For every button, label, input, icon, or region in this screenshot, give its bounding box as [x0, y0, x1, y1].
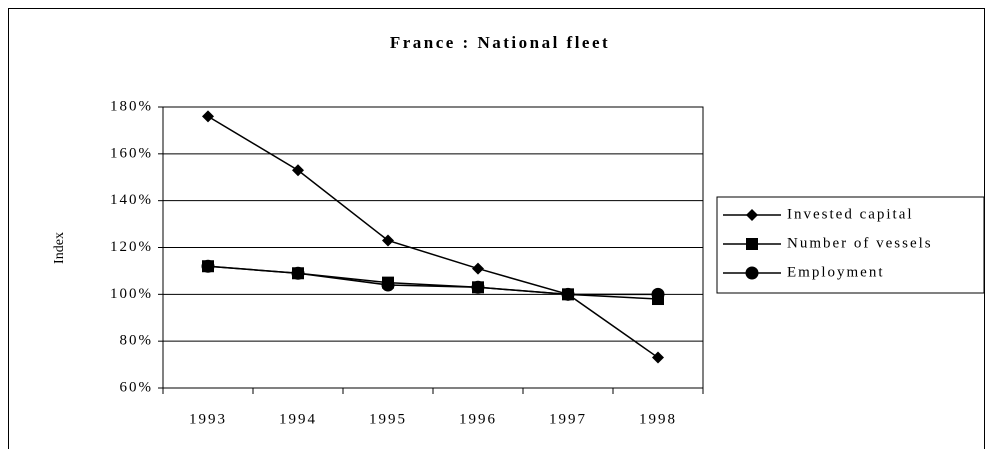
data-point: [202, 110, 214, 123]
legend-box: [716, 196, 985, 294]
x-tick-label: 1995: [369, 411, 407, 427]
chart-title: France : National fleet: [390, 33, 610, 52]
x-tick-label: 1994: [279, 411, 317, 427]
y-tick-label: 160%: [110, 145, 153, 161]
legend-marker: [745, 266, 759, 280]
data-point: [652, 351, 664, 364]
data-point: [292, 164, 304, 177]
legend-label: Number of vessels: [787, 235, 933, 251]
data-point: [561, 287, 575, 301]
x-tick-label: 1996: [459, 411, 497, 427]
data-point: [472, 262, 484, 275]
legend-marker: [746, 209, 758, 221]
y-tick-label: 80%: [120, 333, 154, 349]
x-tick-label: 1993: [189, 411, 227, 427]
series-line: [207, 115, 659, 359]
y-tick-label: 180%: [110, 98, 153, 114]
legend-marker: [746, 238, 758, 250]
y-axis-label: Index: [52, 232, 67, 264]
y-tick-label: 120%: [110, 239, 153, 255]
legend-label: Invested capital: [787, 206, 914, 222]
legend-label: Employment: [787, 264, 885, 280]
data-point: [201, 259, 215, 273]
data-point: [382, 234, 394, 247]
y-tick-label: 60%: [120, 379, 154, 395]
x-tick-label: 1998: [639, 411, 677, 427]
data-point: [471, 280, 485, 294]
y-tick-label: 140%: [110, 192, 153, 208]
x-tick-label: 1997: [549, 411, 587, 427]
data-point: [651, 287, 665, 301]
y-tick-label: 100%: [110, 286, 153, 302]
data-point: [291, 266, 305, 280]
data-point: [381, 278, 395, 292]
series-line: [207, 265, 658, 296]
